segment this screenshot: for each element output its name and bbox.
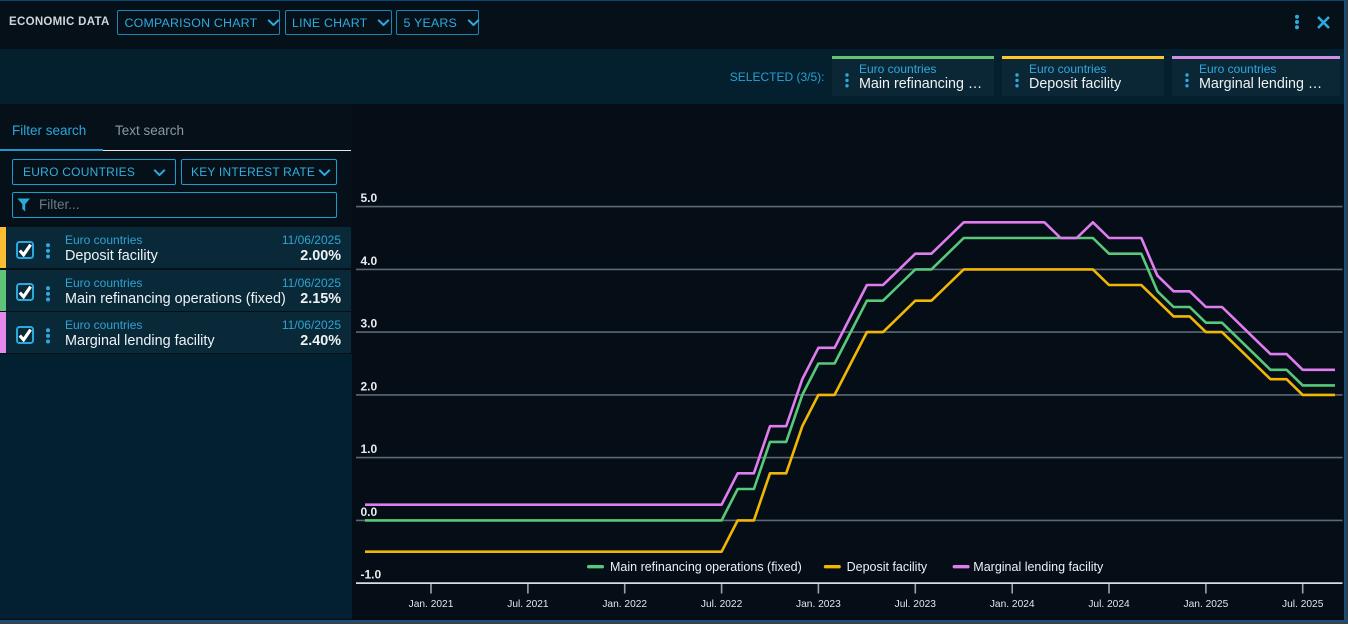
svg-text:Deposit facility: Deposit facility [847, 560, 928, 574]
svg-text:Marginal lending facility: Marginal lending facility [973, 560, 1104, 574]
svg-text:Jan. 2022: Jan. 2022 [602, 599, 647, 610]
svg-text:3.0: 3.0 [361, 317, 378, 331]
svg-text:Main refinancing operations (f: Main refinancing operations (fixed) [610, 560, 802, 574]
svg-text:4.0: 4.0 [361, 254, 378, 268]
svg-text:Jan. 2021: Jan. 2021 [409, 599, 454, 610]
svg-text:Jul. 2022: Jul. 2022 [701, 599, 743, 610]
svg-text:-1.0: -1.0 [361, 568, 382, 582]
svg-text:Jul. 2021: Jul. 2021 [507, 599, 549, 610]
svg-text:Jan. 2025: Jan. 2025 [1184, 599, 1229, 610]
svg-text:1.0: 1.0 [361, 442, 378, 456]
svg-text:5.0: 5.0 [361, 191, 378, 205]
svg-text:Jan. 2023: Jan. 2023 [796, 599, 841, 610]
svg-text:Jan. 2024: Jan. 2024 [990, 599, 1035, 610]
svg-text:0.0: 0.0 [361, 505, 378, 519]
svg-text:Jul. 2023: Jul. 2023 [895, 599, 937, 610]
svg-text:Jul. 2025: Jul. 2025 [1282, 599, 1324, 610]
svg-text:2.0: 2.0 [361, 379, 378, 393]
svg-text:Jul. 2024: Jul. 2024 [1088, 599, 1130, 610]
